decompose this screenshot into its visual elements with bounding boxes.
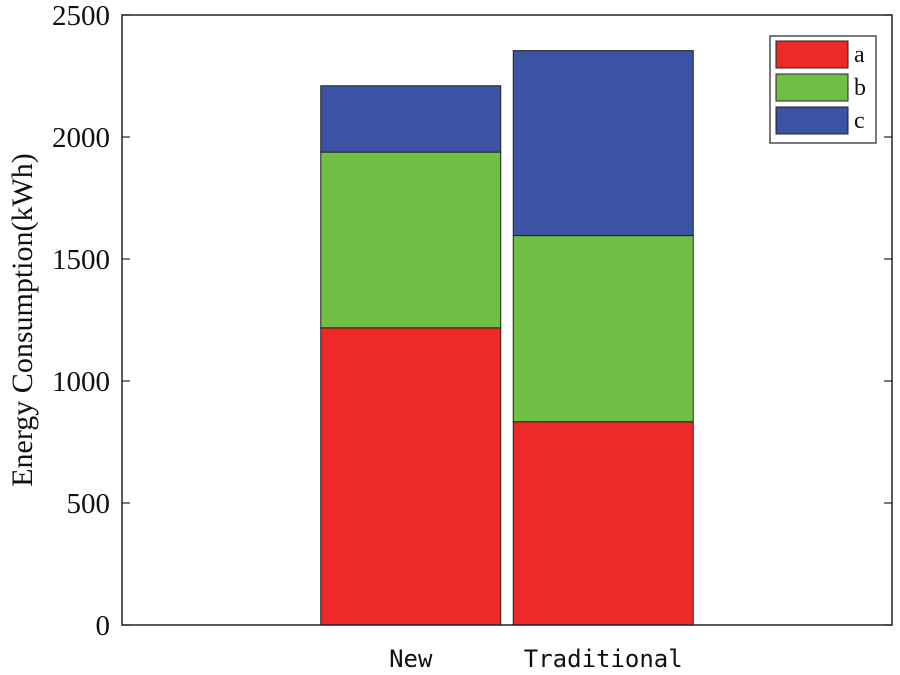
y-tick-label: 500 [67, 488, 111, 520]
bar-traditional-a [512, 421, 694, 626]
legend-swatch-b [775, 73, 849, 102]
y-tick-label: 1000 [52, 366, 110, 398]
bar-new-b [320, 151, 502, 329]
y-tick-label: 1500 [52, 244, 110, 276]
y-ticks: 0 500 1000 1500 2000 2500 [52, 0, 892, 642]
bar-traditional-b [512, 235, 694, 423]
bars-layer [320, 50, 694, 626]
legend-label-c: c [854, 108, 865, 134]
y-tick-label: 2500 [52, 0, 110, 32]
legend-swatch-c [775, 106, 849, 135]
y-tick-label: 2000 [52, 122, 110, 154]
bar-new-c [320, 85, 502, 153]
legend-label-a: a [854, 42, 865, 68]
y-axis-title: Energy Consumption(kWh) [6, 153, 39, 487]
bar-new-a [320, 327, 502, 626]
bar-traditional-c [512, 50, 694, 237]
legend-swatch-a [775, 40, 849, 69]
legend-label-b: b [854, 75, 866, 101]
legend: abc [769, 35, 877, 144]
y-tick-label: 0 [96, 610, 111, 642]
x-tick-label: Traditional [524, 645, 683, 673]
x-tick-label: New [389, 645, 433, 673]
x-category-labels: New Traditional [389, 645, 683, 673]
plot-frame [121, 14, 893, 626]
